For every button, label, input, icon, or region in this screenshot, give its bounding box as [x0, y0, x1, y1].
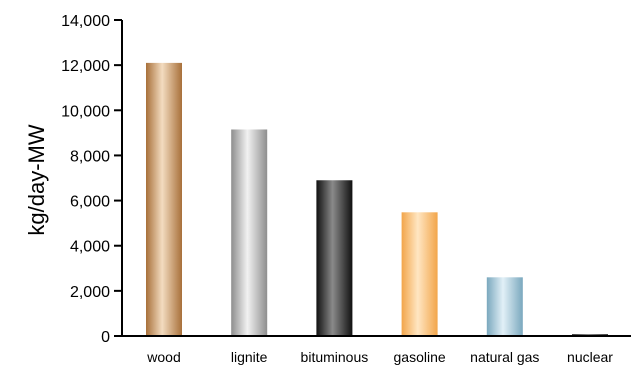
y-tick-label: 4,000 [70, 239, 110, 256]
x-category-label: gasoline [394, 349, 446, 365]
x-category-label: nuclear [567, 349, 613, 365]
x-axis-labels: wood lignite bituminous gasoline natural gas… [146, 349, 613, 365]
y-axis-ticks: 0 2,000 4,000 6,000 8,000 10,000 12,000 14,000 [61, 13, 122, 346]
x-category-label: bituminous [301, 349, 369, 365]
bar-bituminous [316, 180, 353, 336]
x-category-label: natural gas [470, 349, 539, 365]
x-category-label: lignite [231, 349, 268, 365]
y-tick-label: 10,000 [61, 103, 110, 120]
bars [146, 62, 608, 337]
y-tick-label: 12,000 [61, 58, 110, 75]
y-tick-label: 2,000 [70, 284, 110, 301]
y-tick-label: 8,000 [70, 148, 110, 165]
bar-natural-gas [486, 277, 523, 336]
y-tick-label: 0 [101, 329, 110, 346]
y-axis-title: kg/day-MW [24, 124, 49, 235]
bar-lignite [231, 129, 268, 336]
bar-gasoline [401, 212, 438, 336]
y-tick-label: 6,000 [70, 194, 110, 211]
x-category-label: wood [146, 349, 180, 365]
bar-wood [146, 62, 182, 337]
y-tick-label: 14,000 [61, 13, 110, 30]
